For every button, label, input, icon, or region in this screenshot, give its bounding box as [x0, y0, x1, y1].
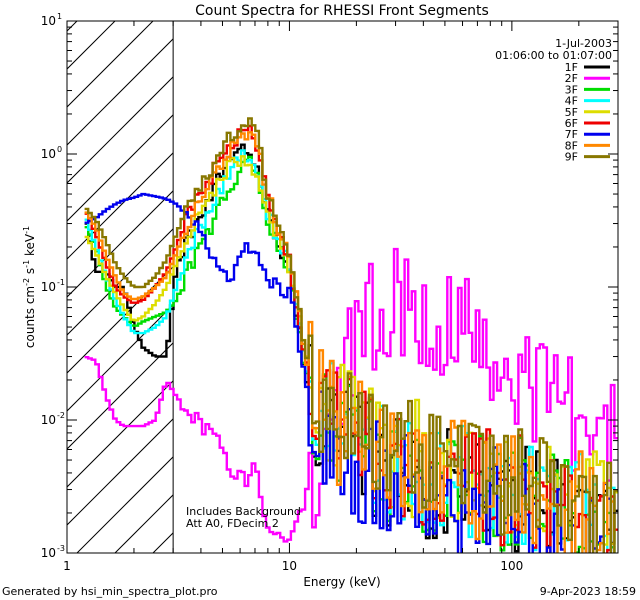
y-label-exponent: -1	[22, 260, 31, 268]
axis-ticks	[66, 21, 619, 554]
x-tick-label: 10	[282, 559, 297, 573]
y-tick-label: 10	[41, 546, 56, 560]
y-tick-label: 10	[41, 14, 56, 28]
chart-title: Count Spectra for RHESSI Front Segments	[195, 3, 489, 19]
x-tick-label: 1	[63, 559, 71, 573]
y-tick-label-exponent: 1	[57, 12, 62, 21]
hatch-line	[67, 266, 174, 374]
hatch-line	[67, 380, 174, 488]
y-label-part: s	[23, 268, 37, 278]
y-tick-label: 10	[41, 413, 56, 427]
x-axis-label: Energy (keV)	[303, 575, 380, 589]
legend-label-5F: 5F	[565, 106, 578, 119]
x-tick-label: 100	[500, 559, 523, 573]
series-lines	[84, 117, 618, 553]
legend-time-range: 01:06:00 to 01:07:00	[495, 49, 612, 62]
legend-label-6F: 6F	[565, 117, 578, 130]
hatch-line	[67, 38, 174, 146]
y-label-part: counts cm	[23, 286, 37, 348]
legend-date: 1-Jul-2003	[555, 37, 612, 50]
y-label-part: keV	[23, 233, 37, 260]
y-label-exponent: -1	[22, 226, 31, 234]
y-tick-label-exponent: 0	[57, 145, 62, 154]
y-tick-label: 10	[41, 147, 56, 161]
annotation-attenuator: Att A0, FDecim 2	[186, 517, 279, 530]
hatch-line	[67, 21, 78, 32]
hatch-line	[76, 456, 174, 553]
legend-label-7F: 7F	[565, 128, 578, 141]
legend-label-1F: 1F	[565, 61, 578, 74]
annotation-background: Includes Background	[186, 505, 301, 518]
series-line-9F	[84, 117, 618, 553]
y-tick-label-exponent: -1	[57, 278, 65, 287]
hatch-line	[67, 418, 174, 526]
y-tick-label-exponent: -2	[57, 411, 65, 420]
y-tick-label-exponent: -3	[57, 544, 65, 553]
timestamp-footer: 9-Apr-2023 18:59	[539, 585, 636, 598]
y-tick-label: 10	[41, 280, 56, 294]
y-label-exponent: -2	[22, 278, 31, 286]
hatch-line	[67, 21, 116, 70]
legend-label-3F: 3F	[565, 83, 578, 96]
series-line-2F	[84, 247, 618, 543]
y-axis-label: counts cm-2 s-1 keV-1	[22, 226, 37, 348]
legend-label-9F: 9F	[565, 151, 578, 164]
hatched-region	[67, 21, 174, 553]
legend-label-8F: 8F	[565, 139, 578, 152]
series-line-7F	[84, 192, 613, 553]
legend-label-2F: 2F	[565, 72, 578, 85]
hatch-line	[67, 76, 174, 184]
legend-label-4F: 4F	[565, 95, 578, 108]
generator-footer: Generated by hsi_min_spectra_plot.pro	[2, 585, 218, 598]
